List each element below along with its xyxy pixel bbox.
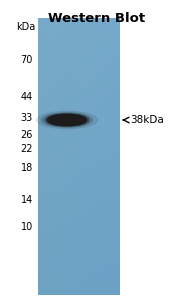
Text: 33: 33	[21, 113, 33, 123]
Text: kDa: kDa	[16, 22, 35, 32]
Text: 38kDa: 38kDa	[130, 115, 164, 125]
Text: 70: 70	[21, 55, 33, 65]
Ellipse shape	[41, 112, 93, 128]
Text: 10: 10	[21, 222, 33, 232]
Text: 44: 44	[21, 92, 33, 102]
Ellipse shape	[48, 115, 86, 125]
Text: Western Blot: Western Blot	[49, 12, 146, 25]
Ellipse shape	[47, 114, 87, 126]
Text: 22: 22	[20, 144, 33, 154]
Ellipse shape	[45, 113, 89, 127]
Text: 26: 26	[21, 130, 33, 140]
Text: 18: 18	[21, 163, 33, 173]
Text: 14: 14	[21, 195, 33, 205]
Ellipse shape	[37, 111, 97, 129]
